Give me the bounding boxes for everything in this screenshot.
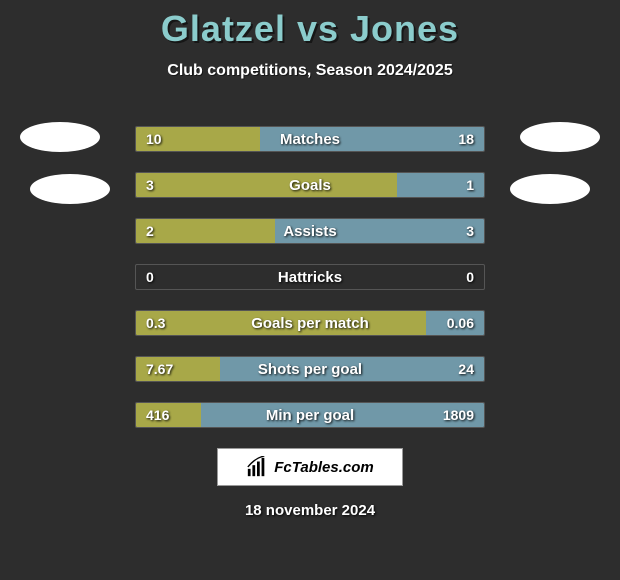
bar-label: Min per goal <box>136 403 484 427</box>
stat-bar: 0.30.06Goals per match <box>135 310 485 336</box>
footer-logo-text: FcTables.com <box>274 459 373 476</box>
player-left-badge-1 <box>20 122 100 152</box>
bar-label: Matches <box>136 127 484 151</box>
comparison-bars: 1018Matches 31Goals 23Assists 00Hattricks 0.… <box>135 126 485 448</box>
bar-label: Goals <box>136 173 484 197</box>
bar-label: Hattricks <box>136 265 484 289</box>
subtitle: Club competitions, Season 2024/2025 <box>0 62 620 80</box>
stat-bar: 31Goals <box>135 172 485 198</box>
date-text: 18 november 2024 <box>0 502 620 519</box>
bar-label: Shots per goal <box>136 357 484 381</box>
chart-icon <box>246 456 268 478</box>
bar-label: Assists <box>136 219 484 243</box>
stat-bar: 23Assists <box>135 218 485 244</box>
player-left-badge-2 <box>30 174 110 204</box>
page-title: Glatzel vs Jones <box>0 0 620 50</box>
footer-logo: FcTables.com <box>217 448 403 486</box>
stat-bar: 4161809Min per goal <box>135 402 485 428</box>
stat-bar: 1018Matches <box>135 126 485 152</box>
player-right-badge-1 <box>520 122 600 152</box>
stat-bar: 7.6724Shots per goal <box>135 356 485 382</box>
stat-bar: 00Hattricks <box>135 264 485 290</box>
player-right-badge-2 <box>510 174 590 204</box>
bar-label: Goals per match <box>136 311 484 335</box>
